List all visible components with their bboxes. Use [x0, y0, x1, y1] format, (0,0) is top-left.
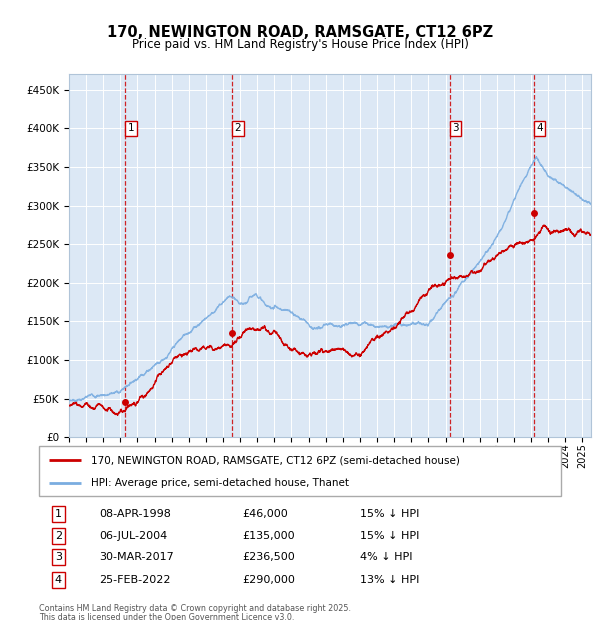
Text: This data is licensed under the Open Government Licence v3.0.: This data is licensed under the Open Gov…: [39, 613, 295, 620]
FancyBboxPatch shape: [39, 446, 561, 496]
Text: 170, NEWINGTON ROAD, RAMSGATE, CT12 6PZ (semi-detached house): 170, NEWINGTON ROAD, RAMSGATE, CT12 6PZ …: [91, 455, 460, 465]
Text: 15% ↓ HPI: 15% ↓ HPI: [360, 509, 419, 519]
Text: £135,000: £135,000: [242, 531, 295, 541]
Text: 3: 3: [452, 123, 459, 133]
Text: £46,000: £46,000: [242, 509, 289, 519]
Text: HPI: Average price, semi-detached house, Thanet: HPI: Average price, semi-detached house,…: [91, 478, 349, 488]
Text: 4: 4: [55, 575, 62, 585]
Text: 25-FEB-2022: 25-FEB-2022: [99, 575, 170, 585]
Text: 2: 2: [235, 123, 241, 133]
Text: £236,500: £236,500: [242, 552, 295, 562]
Text: 06-JUL-2004: 06-JUL-2004: [99, 531, 167, 541]
Text: £290,000: £290,000: [242, 575, 295, 585]
Text: 2: 2: [55, 531, 62, 541]
Text: 30-MAR-2017: 30-MAR-2017: [99, 552, 174, 562]
Text: 4: 4: [536, 123, 543, 133]
Text: 1: 1: [128, 123, 134, 133]
Text: 3: 3: [55, 552, 62, 562]
Text: 13% ↓ HPI: 13% ↓ HPI: [360, 575, 419, 585]
Text: Price paid vs. HM Land Registry's House Price Index (HPI): Price paid vs. HM Land Registry's House …: [131, 38, 469, 51]
Text: 08-APR-1998: 08-APR-1998: [99, 509, 171, 519]
Text: 4% ↓ HPI: 4% ↓ HPI: [360, 552, 413, 562]
Text: Contains HM Land Registry data © Crown copyright and database right 2025.: Contains HM Land Registry data © Crown c…: [39, 604, 351, 613]
Text: 15% ↓ HPI: 15% ↓ HPI: [360, 531, 419, 541]
Text: 170, NEWINGTON ROAD, RAMSGATE, CT12 6PZ: 170, NEWINGTON ROAD, RAMSGATE, CT12 6PZ: [107, 25, 493, 40]
Text: 1: 1: [55, 509, 62, 519]
